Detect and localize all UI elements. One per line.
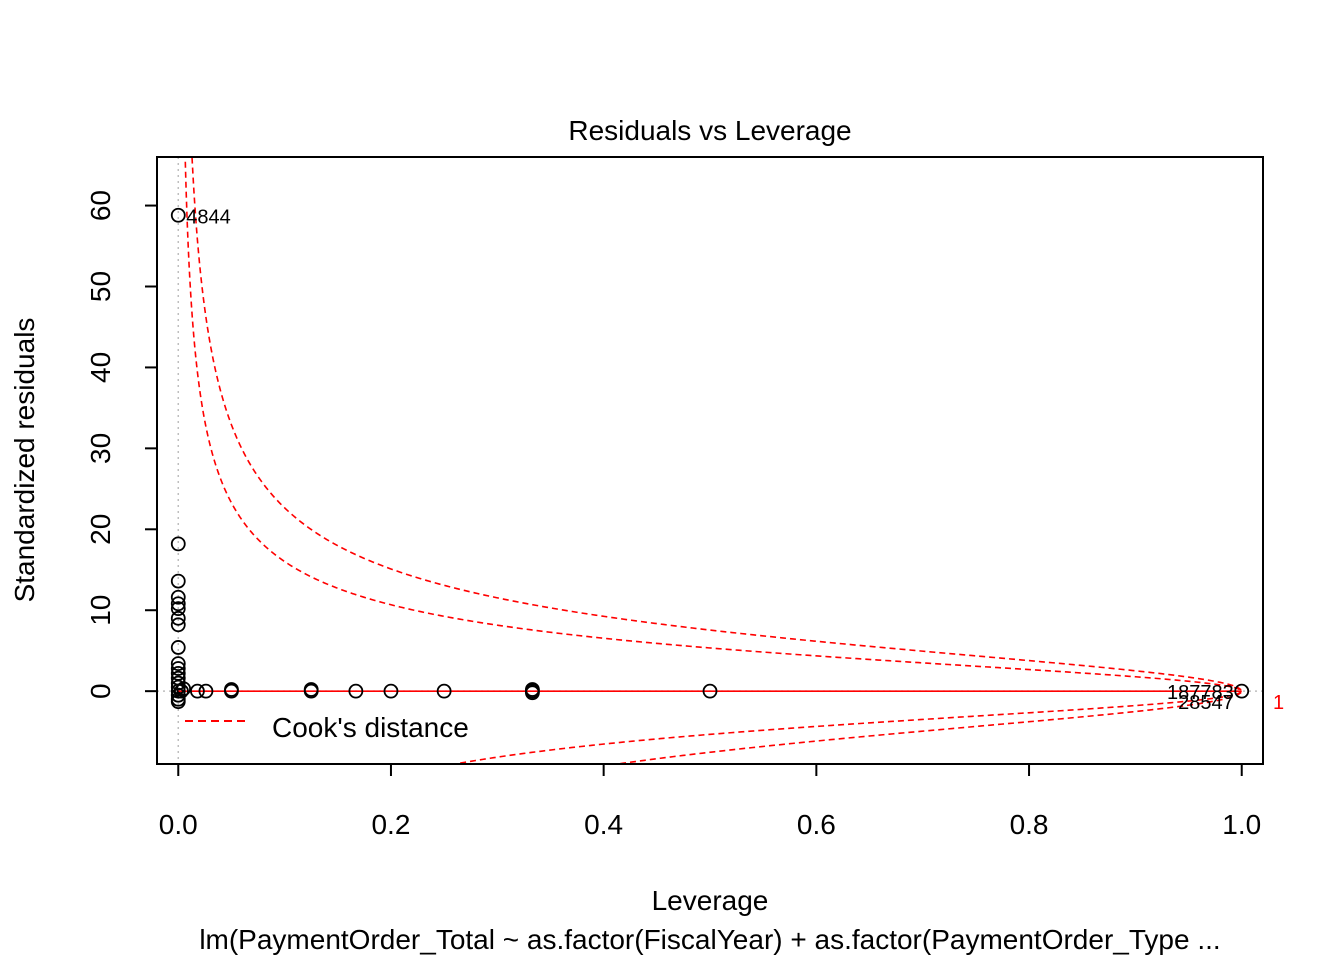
x-tick-label: 0.0 (159, 809, 198, 840)
x-tick-label: 1.0 (1222, 809, 1261, 840)
cooks-distance-contours (184, 157, 1242, 764)
cooks-contour-label: 1 (1273, 692, 1284, 714)
cooks-contour-0.5-lower (450, 691, 1242, 764)
data-point (170, 589, 186, 605)
point-label: 28547 (1178, 692, 1234, 714)
x-tick-label: 0.2 (371, 809, 410, 840)
y-axis-label: Standardized residuals (9, 318, 40, 603)
cooks-contour-1-upper (191, 157, 1242, 691)
data-point (170, 640, 186, 655)
data-point (170, 207, 186, 223)
data-point (170, 573, 186, 589)
data-point (170, 661, 186, 676)
data-point (383, 683, 399, 699)
data-point (190, 683, 205, 699)
data-point (702, 683, 718, 699)
data-point (170, 656, 186, 672)
data-point (198, 683, 214, 699)
data-point (170, 610, 186, 626)
chart-title: Residuals vs Leverage (568, 115, 851, 146)
data-points (170, 207, 1250, 710)
data-point (224, 682, 239, 697)
reference-lines (157, 157, 1263, 764)
chart-subtitle: lm(PaymentOrder_Total ~ as.factor(Fiscal… (199, 924, 1220, 955)
data-point (170, 596, 186, 612)
x-axis-label: Leverage (652, 885, 769, 916)
y-tick-label: 0 (85, 683, 116, 699)
data-point (170, 536, 186, 552)
y-axis: 0 10 20 30 40 50 60 (85, 190, 158, 699)
data-point (525, 685, 540, 701)
legend: Cook's distance (185, 712, 469, 743)
x-tick-label: 0.8 (1010, 809, 1049, 840)
legend-label: Cook's distance (272, 712, 469, 743)
point-label: 4844 (186, 206, 231, 228)
plot-frame (156, 156, 1264, 765)
y-tick-label: 10 (85, 595, 116, 626)
cooks-contour-1-lower (611, 691, 1242, 764)
x-tick-label: 0.6 (797, 809, 836, 840)
point-label: 187783 (1167, 682, 1234, 704)
data-point (436, 683, 452, 699)
cooks-contour-0.5-upper (184, 157, 1242, 691)
data-point (303, 682, 319, 697)
y-tick-label: 50 (85, 271, 116, 302)
data-point (170, 601, 186, 617)
data-point (174, 683, 189, 699)
y-tick-label: 40 (85, 352, 116, 383)
data-point (170, 617, 186, 633)
y-tick-label: 20 (85, 514, 116, 545)
y-tick-label: 30 (85, 433, 116, 464)
data-point (170, 694, 186, 710)
x-axis: 0.0 0.2 0.4 0.6 0.8 1.0 (159, 763, 1261, 840)
data-point (176, 681, 191, 697)
data-point (348, 683, 364, 699)
y-tick-label: 60 (85, 190, 116, 221)
x-tick-label: 0.4 (584, 809, 623, 840)
data-point (1234, 683, 1250, 699)
